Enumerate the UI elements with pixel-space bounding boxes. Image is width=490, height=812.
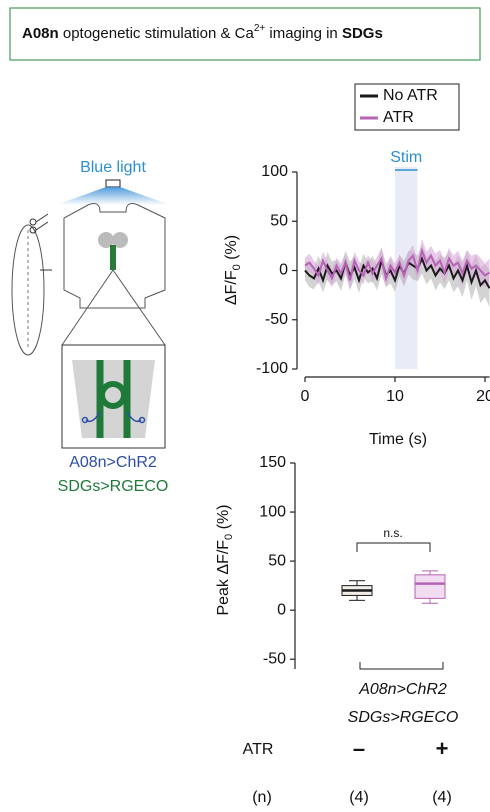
y-tick-label: 150 <box>259 454 286 471</box>
title-box <box>9 7 481 61</box>
y-axis-label: Peak ΔF/F0 (%) <box>215 504 235 615</box>
a08n-neurons <box>81 411 146 424</box>
title-part: SDGs <box>342 25 383 42</box>
light-beam <box>56 187 170 205</box>
driver-label: A08n>ChR2 <box>69 454 157 471</box>
group-label: A08n>ChR2 <box>358 681 447 698</box>
y-label-text: Peak ΔF/F <box>215 540 232 616</box>
scissors <box>29 213 49 234</box>
group-label: SDGs>RGECO <box>348 709 459 726</box>
title-part: 2+ <box>254 23 266 34</box>
group-bracket <box>359 662 444 670</box>
y-tick-label: 50 <box>268 552 286 569</box>
y-tick-label: -100 <box>256 360 288 377</box>
n-label: (4) <box>349 789 369 806</box>
x-axis-label: Time (s) <box>369 431 427 448</box>
y-tick-label: 50 <box>270 212 288 229</box>
y-tick-label: 100 <box>261 163 288 180</box>
title: A08n optogenetic stimulation & Ca2+ imag… <box>22 23 383 42</box>
y-axis-label: ΔF/F0 (%) <box>223 235 243 305</box>
light-source <box>105 179 121 188</box>
y-tick-label: 0 <box>279 262 288 279</box>
series-line <box>304 256 490 289</box>
y-label-suffix: (%) <box>223 235 240 264</box>
y-label-sub: 0 <box>223 534 235 540</box>
y-tick-label: -50 <box>265 311 288 328</box>
sdg-neurons <box>96 360 131 438</box>
y-tick-label: 100 <box>259 503 286 520</box>
tissue <box>72 360 155 438</box>
y-tick-label: -50 <box>263 650 286 667</box>
series-line <box>304 247 490 282</box>
n-label: (4) <box>432 789 452 806</box>
title-part: A08n <box>22 25 59 42</box>
legend-label: No ATR <box>383 87 438 104</box>
y-label-suffix: (%) <box>215 504 232 533</box>
diagram: Blue light A08n>ChR2 SDGs>RGECO <box>11 159 170 495</box>
title-part: imaging in <box>265 25 342 42</box>
legend-box <box>354 83 460 131</box>
light-label: Blue light <box>80 159 146 176</box>
stim-label: Stim <box>390 149 422 166</box>
category-label: – <box>353 736 365 761</box>
box <box>414 574 446 599</box>
x-tick-label: 20 <box>476 388 490 405</box>
category-label: + <box>436 736 449 761</box>
n-row-label: (n) <box>252 789 272 806</box>
significance-bracket <box>356 542 431 552</box>
reporter-label: SDGs>RGECO <box>58 478 169 495</box>
x-tick-label: 0 <box>301 388 310 405</box>
row-label: ATR <box>243 741 274 758</box>
title-part: optogenetic stimulation & Ca <box>59 25 255 42</box>
legend-label: ATR <box>383 109 414 126</box>
y-label-text: ΔF/F <box>223 270 240 305</box>
y-tick-label: 0 <box>277 601 286 618</box>
x-tick-label: 10 <box>386 388 404 405</box>
y-label-sub: 0 <box>231 264 243 270</box>
significance-label: n.s. <box>383 526 402 540</box>
